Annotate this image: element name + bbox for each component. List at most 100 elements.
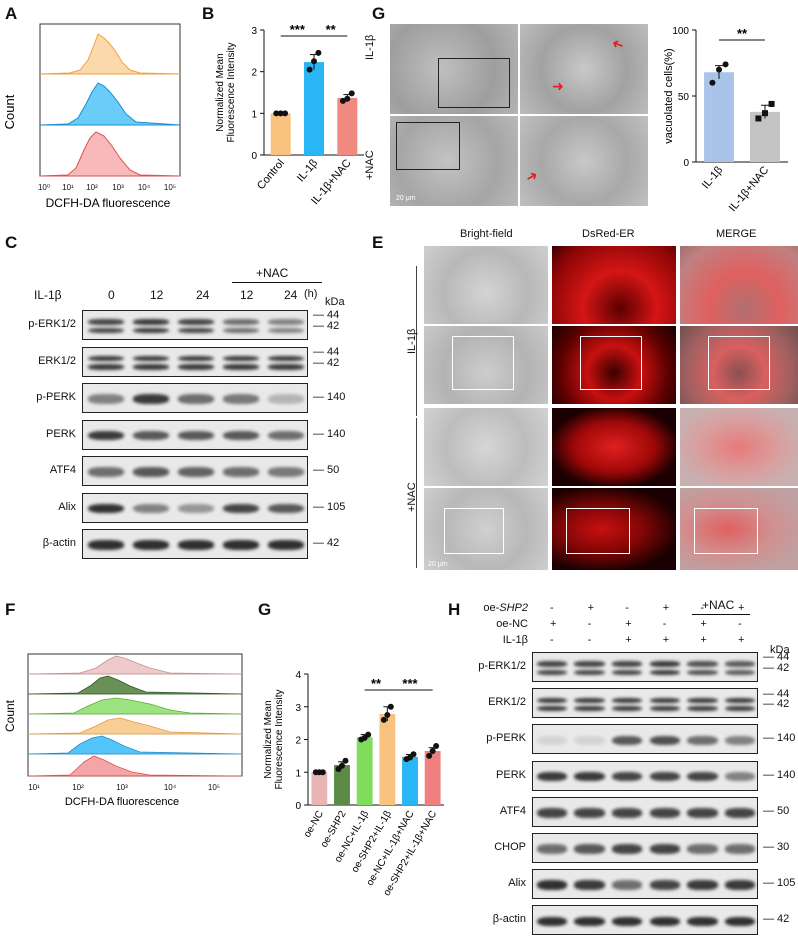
blot-strip (82, 529, 308, 559)
bar (311, 772, 328, 805)
blot-band (132, 503, 169, 514)
bar (334, 765, 350, 805)
category-label: Control (255, 157, 287, 192)
blot-band (612, 916, 643, 927)
blot-band (725, 880, 756, 890)
blot-row-label: ERK1/2 (488, 696, 526, 709)
kda-marker: — 140 (313, 427, 346, 440)
panel-f-ylabel: Count (3, 699, 17, 732)
blot-band (177, 364, 215, 370)
y-tick-label: 100 (672, 26, 689, 37)
condition-sign: - (550, 602, 554, 614)
blot-row-label: p-PERK (486, 732, 526, 745)
blot-band (268, 430, 305, 441)
blot-row-label: p-ERK1/2 (28, 318, 76, 330)
blot-strip (82, 383, 308, 413)
blot-band (177, 394, 215, 404)
data-point (387, 703, 394, 710)
data-point (384, 711, 391, 718)
blot-band (612, 771, 643, 782)
blot-band (268, 319, 305, 325)
significance-label: *** (290, 22, 306, 37)
panel-a-svg: Count 10⁰ 10¹ 10² 10³ 10⁴ 10⁵ DCFH-DA fl… (2, 23, 181, 210)
dsred-nac-zoom (552, 488, 676, 570)
panel-a-ylabel: Count (2, 94, 17, 129)
y-tick-label: 4 (295, 670, 301, 681)
blot-band (268, 355, 305, 362)
blot-strip (532, 833, 758, 863)
panel-label-d: G (372, 4, 386, 23)
bar (270, 113, 291, 155)
blot-band (687, 705, 718, 712)
y-tick-label: 2 (251, 68, 257, 79)
kda-marker: — 30 (763, 841, 790, 853)
data-point (282, 110, 289, 117)
panel-d-row-label-nac: +NAC (364, 150, 376, 180)
condition-sign: - (738, 618, 742, 630)
blot-band (87, 503, 124, 514)
blot-row-label: β-actin (492, 913, 526, 926)
panel-f-xlabel: DCFH-DA fluorescence (65, 796, 179, 808)
y-tick-label: 1 (295, 768, 301, 779)
data-point (755, 115, 762, 122)
panel-label-a: A (5, 4, 18, 23)
micrograph-d-il1b (390, 24, 518, 114)
blot-band (177, 503, 215, 514)
blot-row-label: β-actin (42, 537, 76, 549)
blot-band (536, 844, 567, 854)
blot-row-label: ERK1/2 (38, 354, 76, 367)
y-tick-label: 3 (251, 26, 257, 37)
blot-band (574, 735, 605, 746)
merge-nac-zoom (680, 488, 798, 570)
blot-band (612, 705, 643, 712)
blot-band (536, 880, 567, 890)
merge-il1b (680, 246, 798, 324)
histogram-f-5 (27, 735, 243, 755)
blot-band (177, 355, 215, 362)
blot-band (687, 880, 718, 890)
blot-band (649, 807, 680, 818)
blot-row-label: PERK (496, 768, 526, 781)
blot-band (687, 807, 718, 818)
y-tick-label: 3 (295, 703, 301, 714)
timepoint-label: 12 (240, 288, 254, 302)
histogram-f-3 (27, 697, 243, 715)
blot-band (536, 735, 567, 746)
condition-sign: + (587, 602, 595, 614)
panel-label-h: H (448, 600, 461, 619)
kda-label-c: kDa (325, 296, 345, 308)
blot-band (536, 916, 567, 927)
blot-band (574, 669, 605, 676)
panel-f-svg: Count 10¹ 10² 10³ 10⁴ 10⁵ DCFH-DA fluore… (3, 653, 243, 808)
kda-marker: — 140 (763, 768, 796, 781)
panel-d-row-label-il1b: IL-1β (364, 34, 376, 60)
data-point (768, 100, 775, 107)
blot-band (223, 394, 260, 404)
blot-band (612, 735, 643, 746)
blot-band (536, 771, 567, 782)
micrograph-d-nac-zoom: ➜ (520, 116, 648, 206)
blot-strip (82, 456, 308, 486)
y-tick-label: 0 (295, 801, 301, 812)
blot-band (87, 327, 124, 334)
blot-band (687, 697, 718, 703)
data-point (709, 79, 716, 86)
y-tick-label: 2 (295, 736, 301, 747)
panel-a-xlabel: DCFH-DA fluorescence (46, 196, 171, 210)
significance-label: ** (737, 26, 748, 41)
panel-label-c: C (5, 233, 18, 252)
blot-band (649, 844, 680, 854)
data-point (380, 716, 387, 723)
blot-band (87, 355, 124, 362)
blot-band (268, 503, 305, 514)
row-divider-e-1 (416, 266, 417, 416)
timepoint-label: 12 (150, 288, 164, 302)
tick-label: 10⁴ (164, 783, 177, 792)
blot-band (223, 355, 260, 362)
blot-band (649, 916, 680, 927)
kda-marker: — 50 (763, 804, 790, 817)
data-point (410, 751, 417, 758)
blot-band (725, 735, 756, 746)
blot-row-label: ATF4 (49, 464, 76, 476)
blot-band (725, 771, 756, 782)
